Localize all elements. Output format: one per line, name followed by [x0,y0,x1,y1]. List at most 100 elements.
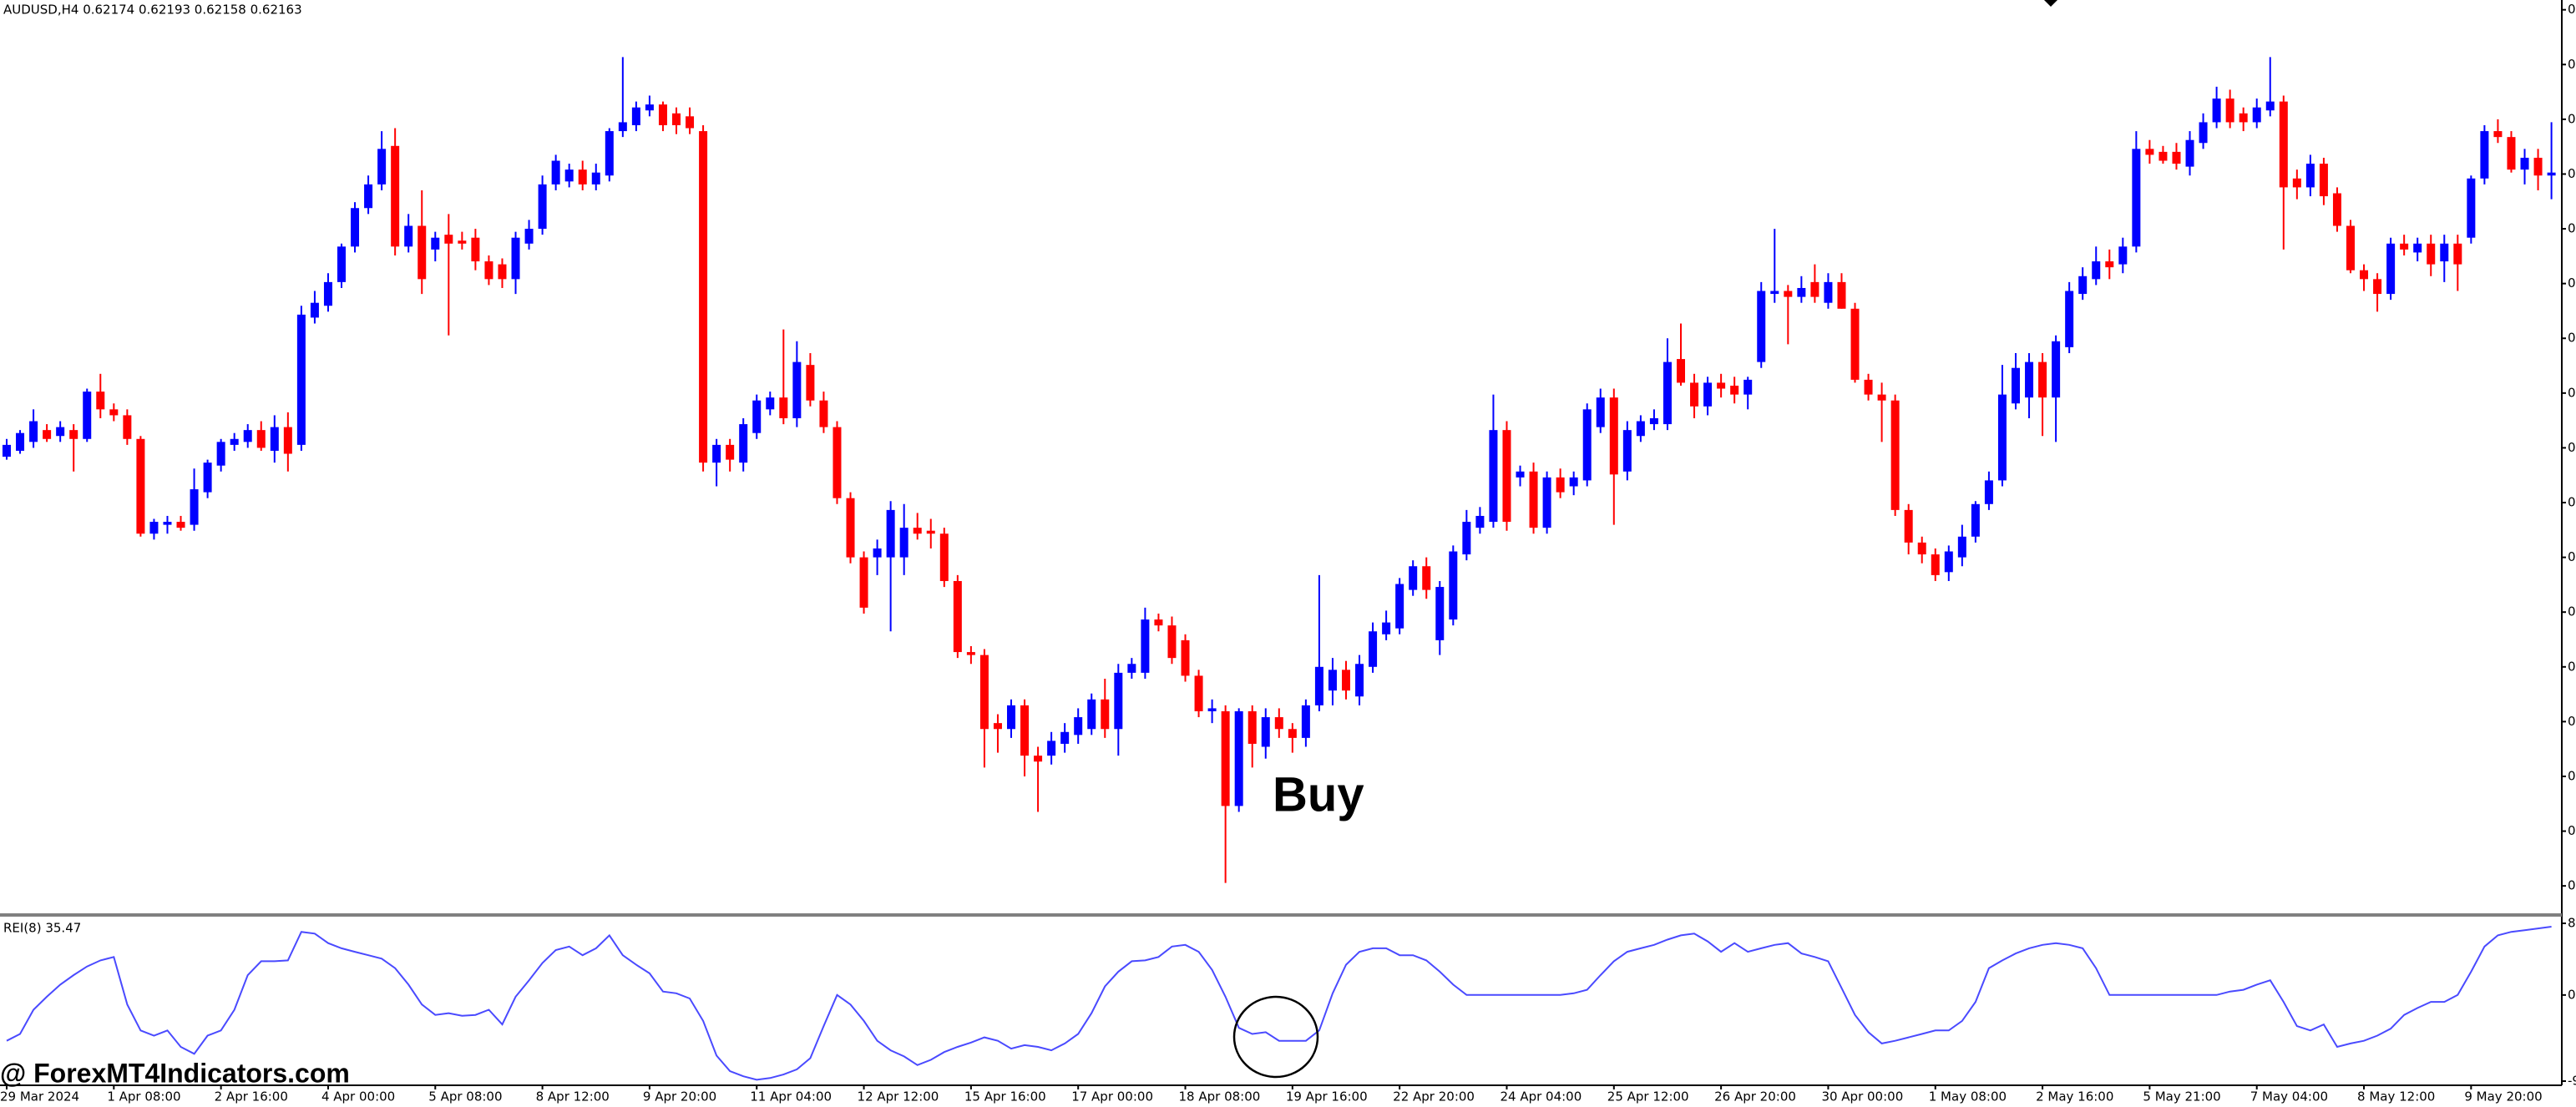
candle-body [1556,477,1565,493]
candle-body [444,235,453,244]
x-tick-label: 1 Apr 08:00 [107,1089,180,1104]
candle-body [323,281,332,306]
candle-body [2319,164,2328,197]
candle-body [645,104,654,111]
candle-body [1301,705,1310,738]
candle-body [1101,699,1110,730]
candle-body [123,415,132,439]
candle-body [1221,710,1230,806]
candle-body [551,160,560,184]
y-tick-label: 0.65130 [2568,440,2576,455]
candle-body [2292,178,2301,188]
candle-body [364,184,373,209]
candle-body [913,528,922,534]
candle-body [1207,708,1217,711]
x-tick-label: 17 Apr 00:00 [1071,1089,1153,1104]
y-tick-label: 82.87 [2568,916,2576,931]
candle-body [1649,417,1658,425]
x-tick-label: 22 Apr 20:00 [1393,1089,1475,1104]
candle-body [2480,131,2489,179]
candle-body [2332,193,2341,226]
candle-body [2065,291,2074,347]
candle-body [1904,509,1913,543]
candle-body [1944,551,1953,573]
candle-body [1369,631,1378,667]
candle-body [2078,275,2088,295]
candle-body [726,444,735,460]
y-tick-label: 0.65500 [2568,331,2576,346]
candle-body [779,397,788,418]
candle-body [1449,551,1458,620]
candle-body [712,444,721,463]
candle-body [404,225,413,247]
candle-body [498,264,507,280]
x-tick-label: 26 Apr 20:00 [1714,1089,1796,1104]
candle-body [1770,291,1779,295]
candle-body [1288,729,1297,738]
x-tick-label: 9 May 20:00 [2464,1089,2542,1104]
candle-body [1917,542,1926,555]
candle-body [1622,430,1632,472]
candle-body [2025,361,2034,398]
candle-body [243,430,252,442]
candle-body [2185,139,2194,167]
candle-body [591,172,600,184]
candle-body [979,655,989,730]
y-tick-label: 0.66240 [2568,111,2576,126]
candle-body [1850,308,1860,380]
candle-body [1060,731,1070,744]
candle-body [1502,430,1511,523]
candle-body [2346,225,2355,270]
candle-body [1422,566,1431,590]
candle-body [672,113,681,125]
candle-body [899,528,908,558]
candle-body [1074,717,1083,735]
x-tick-label: 18 Apr 08:00 [1179,1089,1261,1104]
candle-body [859,557,868,608]
candle-body [203,463,212,493]
candle-body [1395,584,1404,629]
y-tick-label: 0.63650 [2568,878,2576,893]
candle-body [1824,281,1833,303]
candle-body [2533,157,2543,176]
candle-body [1997,394,2007,481]
candle-body [1690,382,1699,407]
candle-body [1274,717,1283,730]
candle-body [1957,536,1966,558]
candle-body [1582,409,1592,481]
candle-body [1609,397,1618,475]
candle-body [337,246,346,282]
candle-body [2225,99,2234,123]
candle-body [926,530,935,534]
candle-body [2132,149,2141,247]
y-tick-label: 0.63835 [2568,823,2576,838]
candle-body [2212,99,2221,123]
candle-body [1971,503,1980,537]
candle-body [2413,243,2422,253]
candle-body [2158,151,2168,161]
candle-body [2279,101,2288,188]
candle-body [2440,243,2449,262]
candle-body [1462,522,1471,555]
candle-body [1047,741,1056,756]
candle-body [149,522,159,534]
candle-body [524,229,534,244]
candle-body [1087,699,1096,730]
candle-body [1435,587,1445,640]
candle-body [2507,137,2516,170]
candle-body [1596,397,1605,427]
y-tick-label: 0.00 [2568,987,2576,1002]
x-tick-label: 1 May 08:00 [1929,1089,2007,1104]
candle-body [806,365,815,401]
candle-body [1810,281,1819,297]
candle-body [2386,243,2396,295]
candle-body [1475,515,1485,528]
y-tick-label: 0.64575 [2568,604,2576,619]
candle-body [966,652,975,655]
candle-body [2105,261,2114,268]
candle-body [1328,670,1337,691]
candle-body [1342,670,1350,691]
candle-body [1757,291,1766,362]
candle-body [471,237,480,262]
